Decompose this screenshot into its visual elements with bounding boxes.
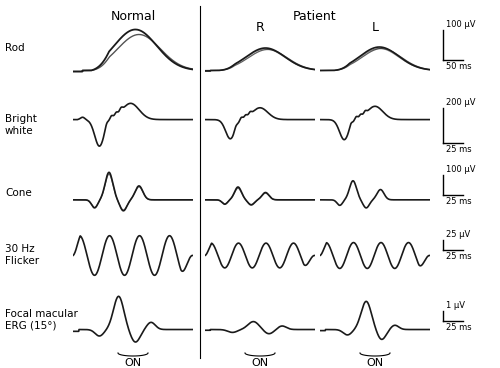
Text: 25 ms: 25 ms (446, 323, 471, 332)
Text: 30 Hz
Flicker: 30 Hz Flicker (5, 244, 39, 266)
Text: ON: ON (252, 358, 268, 368)
Text: Focal macular
ERG (15°): Focal macular ERG (15°) (5, 309, 78, 331)
Text: 1 μV: 1 μV (446, 301, 465, 310)
Text: 25 ms: 25 ms (446, 197, 471, 206)
Text: Rod: Rod (5, 43, 24, 53)
Text: L: L (372, 21, 378, 34)
Text: 100 μV: 100 μV (446, 20, 476, 29)
Text: ON: ON (124, 358, 142, 368)
Text: Normal: Normal (110, 10, 156, 23)
Text: Bright
white: Bright white (5, 114, 37, 136)
Text: Cone: Cone (5, 188, 32, 198)
Text: R: R (256, 21, 264, 34)
Text: 100 μV: 100 μV (446, 165, 476, 174)
Text: 50 ms: 50 ms (446, 62, 471, 71)
Text: ON: ON (366, 358, 384, 368)
Text: 200 μV: 200 μV (446, 98, 476, 107)
Text: 25 ms: 25 ms (446, 145, 471, 154)
Text: 25 μV: 25 μV (446, 230, 470, 239)
Text: 25 ms: 25 ms (446, 252, 471, 261)
Text: Patient: Patient (293, 10, 337, 23)
